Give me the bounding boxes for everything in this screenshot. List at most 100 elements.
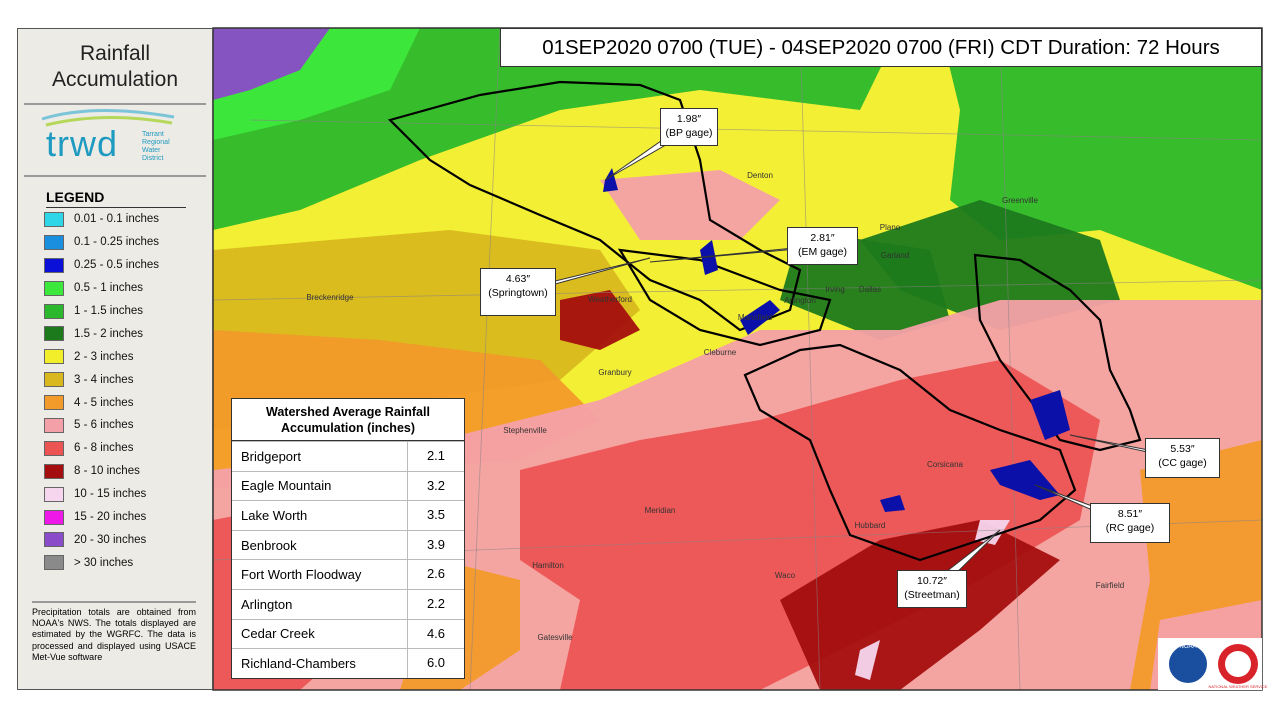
watershed-name: Lake Worth <box>241 507 308 523</box>
watershed-value: 4.6 <box>407 619 464 649</box>
legend-swatch <box>44 509 64 525</box>
place-label: Mansfield <box>738 313 772 322</box>
callout-gage: (Springtown) <box>488 287 548 299</box>
place-label: Breckenridge <box>306 293 354 302</box>
watershed-value: 3.5 <box>407 501 464 530</box>
legend-item: 4 - 5 inches <box>44 391 212 414</box>
legend-item: 0.01 - 0.1 inches <box>44 208 212 231</box>
county-line <box>999 28 1021 690</box>
legend-swatch <box>44 395 64 411</box>
callout-value: 5.53″ <box>1170 443 1195 455</box>
watershed-value: 6.0 <box>407 649 464 678</box>
callout-gage: (BP gage) <box>665 127 713 139</box>
org-line: Water <box>142 147 161 154</box>
table-title: Watershed Average Rainfall Accumulation (… <box>232 399 464 441</box>
place-label: Stephenville <box>503 426 547 435</box>
table-row: Lake Worth 3.5 <box>232 500 464 530</box>
callout-gage: (Streetman) <box>904 589 960 601</box>
callout: 2.81″ (EM gage) <box>787 227 858 265</box>
legend-label: 5 - 6 inches <box>74 419 134 432</box>
logo-name: trwd <box>46 123 119 164</box>
watershed-boundary <box>743 343 1077 562</box>
place-label: Hamilton <box>532 561 564 570</box>
legend-swatch <box>44 257 64 273</box>
callout: 4.63″ (Springtown) <box>480 268 556 316</box>
logo-swoosh <box>41 109 175 127</box>
nws-inner <box>1225 651 1251 677</box>
county-line <box>249 119 1262 141</box>
legend-item: 3 - 4 inches <box>44 368 212 391</box>
legend-label: 2 - 3 inches <box>74 350 134 363</box>
watershed-value: 2.6 <box>407 560 464 589</box>
callout-value: 10.72″ <box>917 575 947 587</box>
legend-label: 0.01 - 0.1 inches <box>74 213 160 226</box>
legend-item: 20 - 30 inches <box>44 528 212 551</box>
legend-item: 5 - 6 inches <box>44 414 212 437</box>
legend-swatch <box>44 532 64 548</box>
place-label: Fairfield <box>1096 581 1124 590</box>
legend-label: 1 - 1.5 inches <box>74 305 144 317</box>
watershed-name: Bridgeport <box>241 448 301 464</box>
legend-item: 15 - 20 inches <box>44 506 212 529</box>
callout-gage: (EM gage) <box>797 246 848 258</box>
table-row: Arlington 2.2 <box>232 588 464 619</box>
lake <box>700 240 718 275</box>
watershed-boundary <box>387 80 802 332</box>
table-row: Cedar Creek 4.6 <box>232 618 464 649</box>
callout-gage: (CC gage) <box>1158 457 1207 469</box>
legend-item: 1 - 1.5 inches <box>44 300 212 323</box>
rain-zone <box>520 360 1100 690</box>
rain-zone <box>213 28 330 100</box>
callout-value: 4.63″ <box>505 273 531 285</box>
table-row: Richland-Chambers 6.0 <box>232 648 464 678</box>
legend-swatch <box>44 417 64 433</box>
legend-label: 6 - 8 inches <box>74 442 134 455</box>
noaa-logo <box>1167 643 1209 685</box>
legend-item: 0.25 - 0.5 inches <box>44 254 212 277</box>
watershed-value: 3.2 <box>407 471 464 501</box>
legend-item: 6 - 8 inches <box>44 437 212 460</box>
callout: 10.72″ (Streetman) <box>897 570 967 608</box>
legend-item: 0.5 - 1 inches <box>44 277 212 300</box>
legend-label: 15 - 20 inches <box>74 511 147 524</box>
rain-zone <box>600 170 780 240</box>
table-row: Fort Worth Floodway 2.6 <box>232 559 464 589</box>
watershed-boundary <box>617 248 832 347</box>
legend-swatch <box>44 211 64 227</box>
legend-label: 4 - 5 inches <box>74 396 134 409</box>
county-line <box>469 28 501 690</box>
callout-value: 1.98″ <box>676 113 702 125</box>
table-title-line: Watershed Average Rainfall <box>266 405 430 419</box>
watershed-value: 3.9 <box>407 530 464 560</box>
org-line: Regional <box>142 139 170 146</box>
source-note: Precipitation totals are obtained from N… <box>32 601 196 663</box>
place-label: Waco <box>775 571 796 580</box>
place-label: Plano <box>880 223 901 232</box>
org-line: Tarrant <box>142 131 164 138</box>
rain-zone <box>560 290 640 350</box>
callout: 5.53″ (CC gage) <box>1145 438 1220 478</box>
callout: 8.51″ (RC gage) <box>1090 503 1170 543</box>
legend-item: 0.1 - 0.25 inches <box>44 231 212 254</box>
legend-swatch <box>44 326 64 342</box>
callout-value: 2.81″ <box>810 232 835 244</box>
place-label: Dallas <box>859 285 881 294</box>
map-title: 01SEP2020 0700 (TUE) - 04SEP2020 0700 (F… <box>500 28 1262 67</box>
place-label: Denton <box>747 171 773 180</box>
watershed-value: 2.1 <box>407 442 464 471</box>
place-label: Garland <box>881 251 909 260</box>
legend: 0.01 - 0.1 inches 0.1 - 0.25 inches 0.25 -… <box>18 208 212 574</box>
legend-label: 8 - 10 inches <box>74 465 140 478</box>
table-row: Eagle Mountain 3.2 <box>232 470 464 501</box>
lake <box>880 495 905 512</box>
watershed-name: Richland-Chambers <box>241 655 356 671</box>
lake <box>1030 390 1070 440</box>
noaa-text: NOAA <box>1179 644 1196 650</box>
place-label: Hubbard <box>855 521 886 530</box>
place-label: Greenville <box>1002 196 1039 205</box>
lake <box>603 168 618 192</box>
place-label: Cleburne <box>704 348 737 357</box>
watershed-name: Fort Worth Floodway <box>241 567 362 583</box>
